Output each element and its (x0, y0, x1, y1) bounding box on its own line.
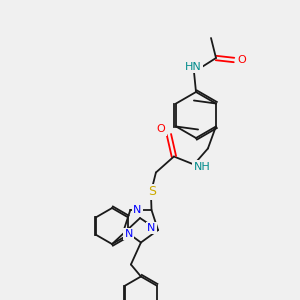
Text: S: S (148, 185, 156, 198)
Text: N: N (124, 229, 133, 239)
Text: O: O (238, 55, 246, 65)
Text: O: O (157, 124, 165, 134)
Text: N: N (133, 205, 142, 215)
Text: N: N (147, 223, 155, 233)
Text: HN: HN (184, 62, 201, 72)
Text: NH: NH (194, 161, 210, 172)
